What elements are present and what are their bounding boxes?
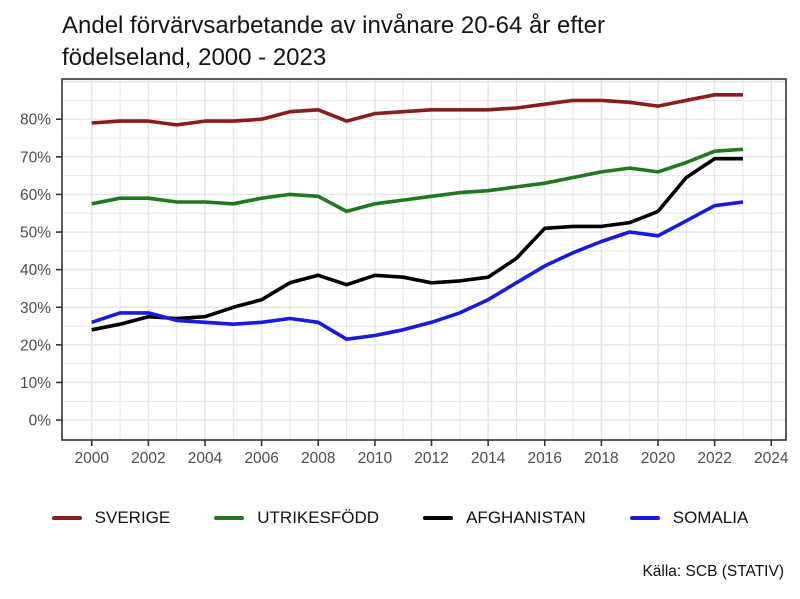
chart-svg: 2000 2002 2004 2006 2008 2010 2012 2014 2016 2018…	[20, 78, 789, 467]
x-axis-tick-label: 2012	[414, 450, 448, 467]
legend-swatch-icon	[629, 516, 660, 520]
x-axis-tick-label: 2022	[697, 450, 731, 467]
x-axis-tick-label: 2024	[754, 450, 789, 467]
x-axis-tick-label: 2020	[641, 450, 676, 467]
y-axis-tick-label: 50%	[20, 225, 51, 242]
legend-label: AFGHANISTAN	[466, 508, 586, 527]
y-axis-tick-label: 60%	[20, 187, 51, 204]
x-axis-tick-label: 2006	[244, 450, 278, 467]
legend-label: UTRIKESFÖDD	[257, 508, 380, 527]
x-axis-tick-label: 2010	[358, 450, 393, 467]
chart-legend: SVERIGE UTRIKESFÖDD AFGHANISTAN SOMALIA	[0, 508, 800, 528]
x-axis-tick-label: 2004	[188, 450, 223, 467]
plot-panel	[62, 79, 786, 440]
legend-item-sverige: SVERIGE	[51, 508, 171, 528]
legend-label: SOMALIA	[672, 508, 749, 527]
legend-swatch-icon	[423, 516, 454, 520]
legend-label: SVERIGE	[94, 508, 171, 527]
y-axis-tick-label: 20%	[20, 337, 51, 354]
legend-item-somalia: SOMALIA	[629, 508, 749, 528]
x-axis-tick-label: 2018	[584, 450, 618, 467]
y-axis-tick-label: 70%	[20, 149, 51, 166]
y-axis-tick-label: 0%	[29, 413, 52, 430]
y-axis-tick-label: 40%	[20, 262, 51, 279]
series-line-utrikesfödd	[91, 147, 744, 214]
series-line-somalia	[91, 200, 744, 342]
x-axis-tick-label: 2014	[471, 450, 506, 467]
legend-swatch-icon	[51, 516, 82, 520]
legend-item-utrikesfödd: UTRIKESFÖDD	[214, 508, 379, 528]
x-axis-tick-label: 2000	[74, 450, 109, 467]
legend-item-afghanistan: AFGHANISTAN	[423, 508, 586, 528]
y-axis-tick-label: 30%	[20, 300, 51, 317]
series-line-afghanistan	[91, 156, 743, 332]
legend-swatch-icon	[214, 516, 245, 520]
y-axis-tick-label: 10%	[20, 375, 51, 392]
chart-area: 2000 2002 2004 2006 2008 2010 2012 2014 2016 2018…	[20, 78, 789, 467]
chart-title: Andel förvärvsarbetande av invånare 20-6…	[62, 12, 605, 71]
x-axis-tick-label: 2008	[301, 450, 335, 467]
x-axis-tick-label: 2016	[528, 450, 562, 467]
panel-border	[61, 78, 787, 441]
series-line-sverige	[91, 93, 743, 127]
x-axis-tick-label: 2002	[131, 450, 165, 467]
source-label: Källa: SCB (STATIV)	[642, 563, 784, 580]
y-axis-tick-label: 80%	[20, 112, 51, 129]
